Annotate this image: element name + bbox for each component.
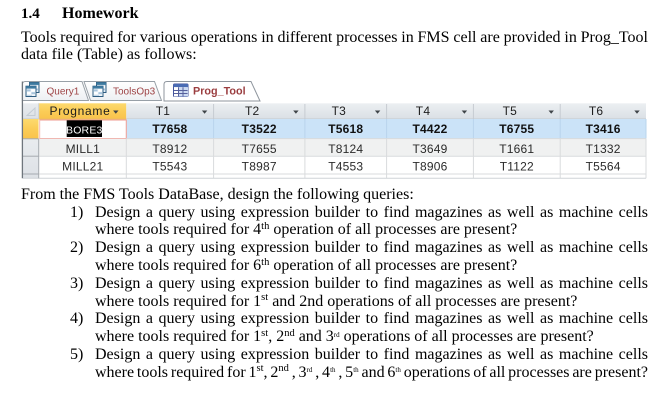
svg-text:T4422: T4422	[412, 122, 447, 136]
svg-text:T4553: T4553	[328, 160, 363, 174]
svg-text:T5618: T5618	[328, 122, 363, 136]
svg-text:T8987: T8987	[242, 160, 277, 174]
svg-text:T8124: T8124	[328, 142, 363, 156]
svg-text:T3649: T3649	[412, 142, 447, 156]
svg-text:Prog_Tool: Prog_Tool	[193, 85, 246, 97]
svg-text:BORE3: BORE3	[66, 124, 103, 136]
svg-text:T8906: T8906	[412, 160, 447, 174]
svg-text:MILL1: MILL1	[66, 142, 100, 156]
svg-text:T1332: T1332	[586, 142, 621, 156]
svg-text:T1: T1	[156, 104, 171, 118]
svg-text:T1122: T1122	[500, 160, 534, 174]
svg-text:T3416: T3416	[586, 122, 621, 136]
svg-text:Progname: Progname	[50, 104, 111, 118]
svg-text:T5543: T5543	[152, 160, 187, 174]
svg-text:T2: T2	[245, 104, 260, 118]
svg-text:T5564: T5564	[586, 160, 621, 174]
svg-text:Query1: Query1	[47, 86, 80, 97]
svg-text:T7658: T7658	[152, 122, 187, 136]
svg-text:T6: T6	[589, 104, 604, 118]
svg-text:MILL21: MILL21	[62, 160, 103, 174]
svg-text:T6755: T6755	[499, 122, 534, 136]
svg-text:T3: T3	[332, 104, 347, 118]
svg-text:T1661: T1661	[499, 142, 534, 156]
svg-text:T4: T4	[416, 104, 431, 118]
svg-text:T3522: T3522	[242, 122, 277, 136]
svg-text:T7655: T7655	[242, 142, 277, 156]
svg-text:ToolsOp3: ToolsOp3	[113, 86, 156, 97]
svg-text:T5: T5	[503, 104, 518, 118]
svg-text:T8912: T8912	[152, 142, 187, 156]
